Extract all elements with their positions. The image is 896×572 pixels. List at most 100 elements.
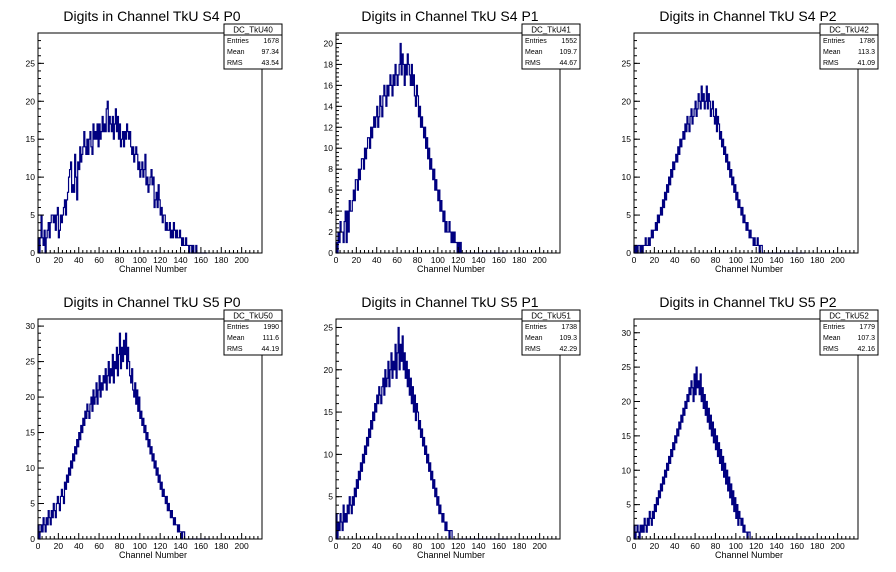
stats-value-rms: 42.16 [857,346,875,353]
x-tick-label: 40 [74,541,84,551]
x-tick-label: 140 [471,255,485,265]
x-axis-label: Channel Number [715,264,783,274]
stats-box: DC_TkU51 Entries 1738 Mean 109.3 RMS 42.29 [521,309,581,356]
stats-box: DC_TkU40 Entries 1678 Mean 97.34 RMS 43.54 [223,23,283,70]
y-tick-label: 20 [26,96,36,106]
x-tick-label: 40 [670,541,680,551]
x-tick-label: 0 [334,255,339,265]
x-tick-label: 100 [133,255,147,265]
y-tick-label: 0 [626,534,631,544]
stats-label-entries: Entries [823,38,845,45]
y-tick-label: 20 [26,392,36,402]
y-tick-label: 10 [26,463,36,473]
y-tick-label: 0 [626,248,631,258]
stats-box-frame [819,23,879,70]
stats-value-entries: 1779 [859,324,875,331]
stats-label-rms: RMS [227,60,243,67]
x-tick-label: 40 [74,255,84,265]
x-tick-label: 40 [670,255,680,265]
x-tick-label: 0 [36,255,41,265]
x-tick-label: 160 [492,541,506,551]
y-tick-label: 14 [324,101,334,111]
chart-title: Digits in Channel TkU S4 P0 [63,8,240,24]
x-axis-label: Channel Number [417,550,485,560]
y-tick-label: 10 [324,449,334,459]
histogram-series [37,100,208,254]
stats-name: DC_TkU51 [531,312,571,321]
y-tick-label: 15 [26,134,36,144]
stats-label-rms: RMS [823,60,839,67]
x-tick-label: 60 [94,541,104,551]
x-tick-label: 20 [54,541,64,551]
stats-label-entries: Entries [227,324,249,331]
x-tick-label: 200 [831,255,845,265]
x-tick-label: 80 [115,541,125,551]
stats-value-rms: 44.19 [261,346,279,353]
x-tick-label: 0 [632,541,637,551]
x-tick-label: 120 [153,541,167,551]
x-tick-label: 180 [512,255,526,265]
stats-value-entries: 1786 [859,38,875,45]
histogram-series [335,42,508,254]
stats-label-entries: Entries [227,38,249,45]
stats-label-rms: RMS [525,60,541,67]
x-tick-label: 100 [729,541,743,551]
y-tick-label: 30 [26,321,36,331]
y-tick-label: 10 [622,465,632,475]
x-tick-label: 40 [372,541,382,551]
x-tick-label: 120 [749,255,763,265]
x-tick-label: 40 [372,255,382,265]
x-tick-label: 140 [173,541,187,551]
x-tick-label: 20 [352,255,362,265]
plot-frame [633,32,859,254]
y-tick-label: 0 [328,248,333,258]
histogram-panel-0: Digits in Channel TkU S4 P00 20 40 60 80 100 1… [26,8,283,274]
stats-value-entries: 1990 [263,324,279,331]
x-tick-label: 20 [650,541,660,551]
x-tick-label: 100 [729,255,743,265]
chart-title: Digits in Channel TkU S5 P0 [63,294,240,310]
histogram-panel-2: Digits in Channel TkU S4 P20 20 40 60 80 100 1… [622,8,879,274]
y-tick-label: 30 [622,328,632,338]
x-tick-label: 200 [235,255,249,265]
x-tick-label: 180 [214,255,228,265]
plot-frame [37,318,263,540]
y-tick-label: 15 [324,407,334,417]
y-tick-label: 0 [30,534,35,544]
x-tick-label: 160 [194,255,208,265]
x-tick-label: 180 [810,541,824,551]
chart-title: Digits in Channel TkU S5 P2 [659,294,836,310]
stats-value-mean: 109.3 [559,335,577,342]
stats-box-frame [819,309,879,356]
x-tick-label: 60 [94,255,104,265]
stats-value-mean: 113.3 [858,49,875,56]
x-tick-label: 140 [173,255,187,265]
stats-box: DC_TkU52 Entries 1779 Mean 107.3 RMS 42.16 [819,309,879,356]
x-tick-label: 160 [790,541,804,551]
x-tick-label: 20 [54,255,64,265]
y-tick-label: 6 [328,185,333,195]
stats-name: DC_TkU40 [233,26,273,35]
x-tick-label: 140 [769,541,783,551]
y-tick-label: 15 [26,428,36,438]
y-tick-label: 15 [622,431,632,441]
x-tick-label: 120 [749,541,763,551]
x-tick-label: 80 [711,255,721,265]
y-tick-label: 0 [328,534,333,544]
chart-title: Digits in Channel TkU S4 P1 [361,8,538,24]
stats-box-frame [521,23,581,70]
stats-box-frame [521,309,581,356]
stats-value-mean: 97.34 [261,49,279,56]
histogram-panel-3: Digits in Channel TkU S5 P00 20 40 60 80 100 1… [26,294,283,560]
stats-box: DC_TkU41 Entries 1552 Mean 109.7 RMS 44.67 [521,23,581,70]
x-tick-label: 120 [451,541,465,551]
x-tick-label: 160 [492,255,506,265]
histogram-panel-1: Digits in Channel TkU S4 P10 20 40 60 80 100 1… [324,8,581,274]
y-tick-label: 20 [324,365,334,375]
x-tick-label: 20 [650,255,660,265]
y-tick-label: 25 [26,58,36,68]
x-tick-label: 0 [36,541,41,551]
x-axis-label: Channel Number [119,550,187,560]
x-tick-label: 180 [512,541,526,551]
